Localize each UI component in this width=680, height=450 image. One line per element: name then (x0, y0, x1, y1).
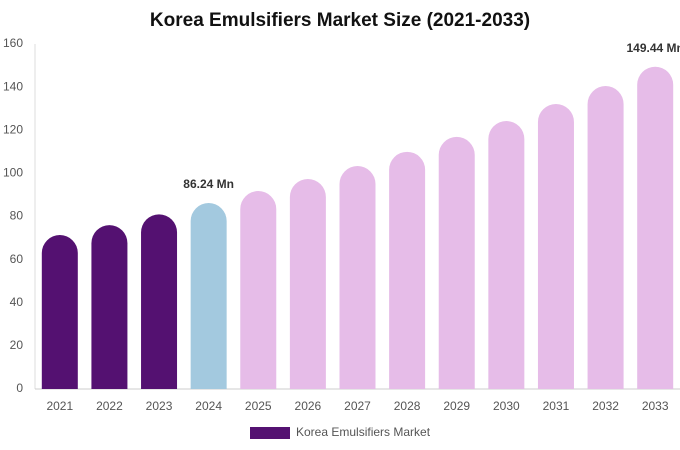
chart-title: Korea Emulsifiers Market Size (2021-2033… (150, 10, 530, 31)
bar (389, 151, 426, 389)
bar (41, 235, 78, 389)
x-tick-label: 2029 (443, 399, 470, 413)
bar (438, 136, 475, 389)
x-tick-label: 2031 (543, 399, 570, 413)
bar (240, 191, 277, 389)
x-tick-label: 2022 (96, 399, 123, 413)
y-tick-label: 40 (10, 295, 24, 309)
bar (587, 86, 624, 389)
bar (289, 178, 326, 389)
y-tick-label: 140 (3, 79, 23, 93)
x-tick-label: 2030 (493, 399, 520, 413)
x-tick-label: 2025 (245, 399, 272, 413)
y-tick-label: 120 (3, 122, 23, 136)
bar (339, 166, 376, 389)
bar (91, 225, 128, 389)
bar (637, 66, 674, 389)
y-tick-label: 160 (3, 36, 23, 50)
x-tick-label: 2023 (146, 399, 173, 413)
y-tick-label: 80 (10, 209, 24, 223)
bar (537, 103, 574, 389)
bar (190, 203, 227, 389)
x-tick-label: 2032 (592, 399, 619, 413)
bar (488, 121, 525, 389)
y-tick-label: 20 (10, 338, 24, 352)
x-tick-label: 2033 (642, 399, 669, 413)
legend-label: Korea Emulsifiers Market (296, 425, 431, 439)
bar (141, 214, 178, 389)
x-tick-label: 2028 (394, 399, 421, 413)
x-tick-label: 2026 (295, 399, 322, 413)
x-tick-label: 2024 (195, 399, 222, 413)
value-label: 86.24 Mn (183, 177, 234, 191)
y-tick-label: 60 (10, 252, 24, 266)
x-tick-label: 2027 (344, 399, 371, 413)
x-tick-label: 2021 (46, 399, 73, 413)
value-label: 149.44 Mn (627, 41, 680, 55)
legend-swatch (250, 427, 290, 439)
y-tick-label: 0 (16, 381, 23, 395)
y-tick-label: 100 (3, 166, 23, 180)
